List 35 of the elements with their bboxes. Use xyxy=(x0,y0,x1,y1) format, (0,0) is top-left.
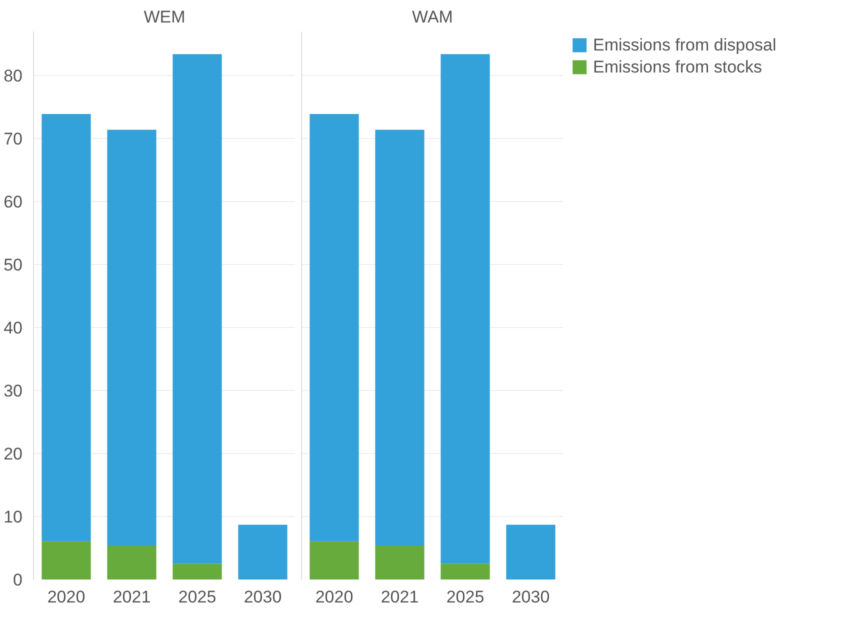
chart-title: WAM xyxy=(412,8,453,26)
bar xyxy=(375,545,424,580)
bar xyxy=(440,564,490,580)
bar xyxy=(310,541,359,580)
bar xyxy=(42,114,91,542)
bar xyxy=(375,130,424,546)
y-tick-label: 80 xyxy=(4,66,23,86)
bar xyxy=(107,545,156,580)
y-tick-label: 20 xyxy=(4,444,23,464)
x-tick-label: 2021 xyxy=(112,588,151,606)
legend-label: Emissions from stocks xyxy=(592,58,762,77)
bar xyxy=(42,541,91,580)
y-tick-label: 40 xyxy=(4,318,23,338)
bar xyxy=(506,524,556,580)
x-tick-label: 2021 xyxy=(380,588,419,606)
bar xyxy=(172,54,222,564)
y-tick-label: 70 xyxy=(4,130,23,149)
x-tick-label: 2025 xyxy=(178,588,216,606)
y-tick-label: 60 xyxy=(4,192,23,212)
y-tick-label: 10 xyxy=(4,508,23,527)
x-tick-label: 2020 xyxy=(315,588,354,606)
bar xyxy=(107,130,156,546)
bar xyxy=(238,524,288,580)
x-tick-label: 2030 xyxy=(512,588,550,606)
bar xyxy=(310,114,359,542)
bar xyxy=(172,564,222,580)
y-tick-label: 50 xyxy=(4,256,23,275)
x-tick-label: 2020 xyxy=(47,588,86,606)
y-tick-label: 30 xyxy=(4,382,23,401)
bar xyxy=(440,54,490,564)
y-tick-label: 0 xyxy=(13,570,23,590)
x-tick-label: 2030 xyxy=(244,588,282,606)
legend-label: Emissions from disposal xyxy=(592,36,776,55)
x-tick-label: 2025 xyxy=(446,588,484,606)
chart-title: WEM xyxy=(144,8,186,26)
